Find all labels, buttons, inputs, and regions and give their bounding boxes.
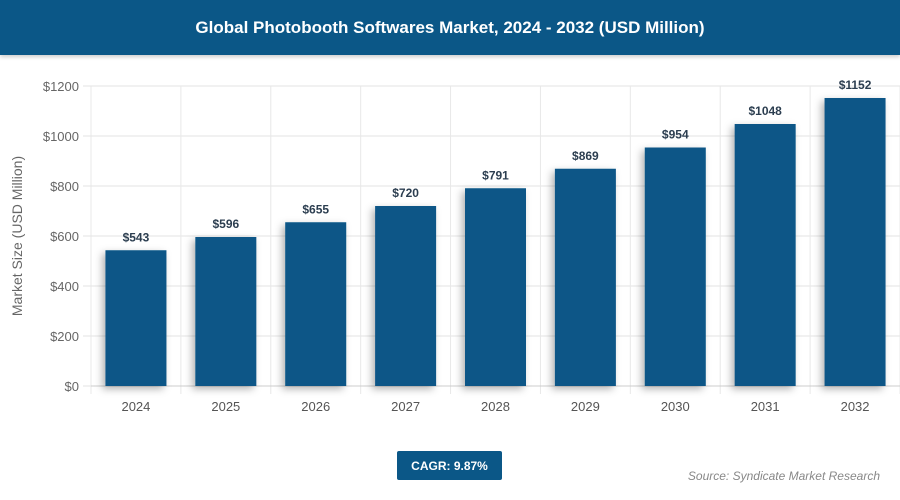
x-tick-label: 2028 xyxy=(481,399,510,414)
bar xyxy=(285,222,347,386)
y-axis-title: Market Size (USD Million) xyxy=(9,156,25,316)
source-note: Source: Syndicate Market Research xyxy=(687,469,880,483)
bar xyxy=(105,250,167,386)
chart-title: Global Photobooth Softwares Market, 2024… xyxy=(0,0,900,55)
x-tick-label: 2027 xyxy=(391,399,420,414)
bar-chart: $0 $200 $400 $600 $800 $1000 $1200 $543 2024 $596… xyxy=(9,78,900,414)
y-tick-label: $600 xyxy=(50,229,79,244)
y-tick-label: $0 xyxy=(65,379,79,394)
y-tick-label: $1000 xyxy=(43,129,79,144)
data-label: $655 xyxy=(302,202,329,216)
bar xyxy=(195,237,257,386)
x-tick-label: 2025 xyxy=(211,399,240,414)
x-tick-label: 2029 xyxy=(571,399,600,414)
bar xyxy=(465,188,526,386)
x-tick-label: 2024 xyxy=(121,399,150,414)
data-label: $791 xyxy=(482,168,509,182)
bar xyxy=(824,98,886,386)
data-label: $543 xyxy=(123,230,150,244)
y-tick-label: $200 xyxy=(50,329,79,344)
y-tick-label: $400 xyxy=(50,279,79,294)
data-label: $596 xyxy=(212,217,239,231)
data-label: $1048 xyxy=(748,104,782,118)
y-tick-label: $800 xyxy=(50,179,79,194)
bar xyxy=(644,147,706,386)
x-tick-label: 2026 xyxy=(301,399,330,414)
bar xyxy=(734,124,796,386)
data-label: $869 xyxy=(572,149,599,163)
y-tick-label: $1200 xyxy=(43,79,79,94)
x-tick-label: 2032 xyxy=(841,399,870,414)
data-label: $720 xyxy=(392,186,419,200)
cagr-badge: CAGR: 9.87% xyxy=(397,451,502,480)
bar xyxy=(554,168,616,386)
data-label: $954 xyxy=(662,128,689,142)
x-tick-label: 2031 xyxy=(751,399,780,414)
x-tick-label: 2030 xyxy=(661,399,690,414)
data-label: $1152 xyxy=(839,78,872,92)
bar xyxy=(375,206,437,386)
